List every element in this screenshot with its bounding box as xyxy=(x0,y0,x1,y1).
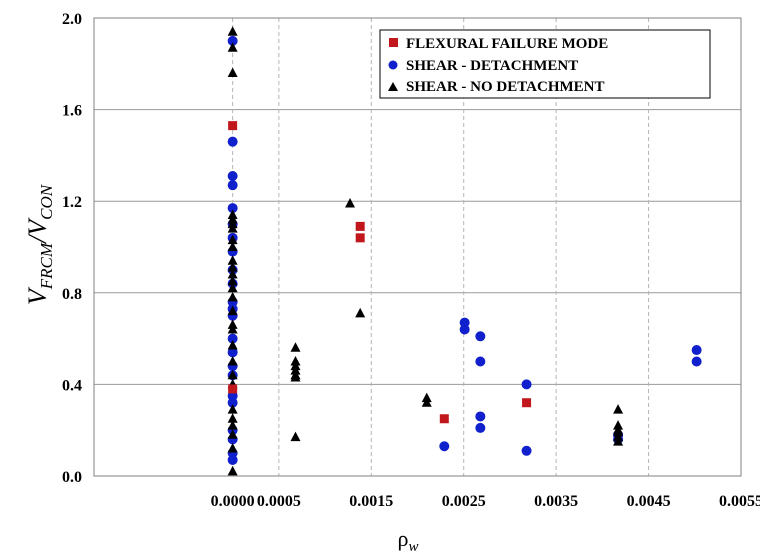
x-tick-label: 0.0045 xyxy=(627,493,671,510)
data-point-shear-no-detachment xyxy=(355,307,366,318)
x-tick-label: 0.0055 xyxy=(719,493,760,510)
data-point-shear-detachment xyxy=(227,136,238,147)
legend-marker-triangle xyxy=(388,82,398,91)
data-point-shear-no-detachment xyxy=(227,234,238,245)
x-tick-label: 0.0025 xyxy=(442,493,486,510)
data-point-shear-detachment xyxy=(475,411,486,422)
data-point-shear-no-detachment xyxy=(345,197,356,208)
data-point-shear-no-detachment xyxy=(290,372,301,382)
legend-marker-square xyxy=(389,38,398,47)
data-point-shear-no-detachment xyxy=(227,223,238,233)
x-tick-label: 0.0015 xyxy=(349,493,393,510)
data-point-shear-no-detachment xyxy=(227,356,238,366)
data-point-shear-no-detachment xyxy=(227,323,238,334)
data-point-shear-no-detachment xyxy=(227,268,238,279)
legend-label-shear-detachment: SHEAR - DETACHMENT xyxy=(406,58,578,74)
data-point-shear-detachment xyxy=(459,317,470,328)
data-point-shear-no-detachment xyxy=(227,67,238,77)
data-point-shear-detachment xyxy=(691,356,702,367)
data-point-shear-detachment xyxy=(227,347,238,358)
data-point-shear-no-detachment xyxy=(227,241,238,251)
legend: FLEXURAL FAILURE MODE SHEAR - DETACHMENT… xyxy=(379,29,711,99)
plot-frame xyxy=(93,17,742,477)
data-point-shear-detachment xyxy=(227,171,238,182)
data-point-shear-detachment xyxy=(691,345,702,356)
x-axis-title-rho: ρ xyxy=(398,526,409,551)
data-point-shear-detachment xyxy=(475,356,486,367)
data-point-shear-no-detachment xyxy=(227,465,238,476)
data-point-shear-no-detachment xyxy=(290,342,301,352)
data-point-shear-detachment xyxy=(227,333,238,344)
y-axis-title-sub1: FRCM xyxy=(37,242,56,290)
y-axis-title-v1: V xyxy=(23,286,52,305)
x-tick-label: 0.0005 xyxy=(257,493,301,510)
data-point-shear-detachment xyxy=(521,445,532,456)
y-tick-label: 1.2 xyxy=(62,194,82,211)
data-point-shear-no-detachment xyxy=(227,262,238,272)
data-points xyxy=(227,26,702,476)
data-point-shear-detachment xyxy=(475,422,486,433)
data-point-flexural xyxy=(522,398,532,408)
data-point-shear-detachment xyxy=(475,331,486,342)
y-tick-label: 1.6 xyxy=(62,103,82,120)
data-point-shear-detachment xyxy=(521,379,532,390)
data-point-shear-no-detachment xyxy=(421,397,432,407)
y-tick-label: 2.0 xyxy=(62,11,82,28)
data-point-shear-no-detachment xyxy=(227,275,238,286)
data-point-shear-detachment xyxy=(439,441,450,452)
data-point-shear-detachment xyxy=(227,35,238,46)
legend-label-shear-no-detachment: SHEAR - NO DETACHMENT xyxy=(406,79,605,95)
data-point-shear-no-detachment xyxy=(227,420,238,430)
legend-label-flexural: FLEXURAL FAILURE MODE xyxy=(406,36,608,52)
y-axis-title-sub2: CON xyxy=(37,183,56,220)
data-point-shear-detachment xyxy=(227,397,238,408)
x-axis-title: ρw xyxy=(398,526,419,554)
data-point-shear-detachment xyxy=(227,203,238,214)
data-point-shear-no-detachment xyxy=(227,339,238,350)
data-point-flexural xyxy=(228,384,238,394)
data-point-shear-detachment xyxy=(227,454,238,465)
x-axis-title-sub: w xyxy=(408,539,418,554)
data-point-shear-no-detachment xyxy=(613,404,624,414)
data-point-shear-no-detachment xyxy=(227,429,238,439)
y-tick-label: 0.0 xyxy=(62,469,82,486)
legend-marker-circle xyxy=(388,60,398,70)
data-point-shear-no-detachment xyxy=(227,305,238,316)
legend-box xyxy=(379,29,711,99)
x-tick-label: 0.0035 xyxy=(534,493,578,510)
y-tick-label: 0.8 xyxy=(62,286,82,303)
data-point-shear-detachment xyxy=(227,180,238,191)
data-point-shear-no-detachment xyxy=(227,369,238,380)
y-tick-label: 0.4 xyxy=(62,377,82,394)
data-point-shear-no-detachment xyxy=(227,42,238,52)
data-point-shear-no-detachment xyxy=(227,255,238,265)
data-point-shear-no-detachment xyxy=(227,404,238,414)
data-point-shear-no-detachment xyxy=(613,436,624,446)
y-axis-title-v2: /V xyxy=(23,217,52,245)
y-axis-title: VFRCM/VCON xyxy=(23,183,56,305)
data-point-shear-no-detachment xyxy=(227,413,238,423)
tick-labels: 0.0 0.4 0.8 1.2 1.6 2.0 0.0000 0.0005 0.0015 0.00… xyxy=(62,11,760,510)
data-point-shear-detachment xyxy=(459,324,470,335)
data-point-flexural xyxy=(355,221,365,231)
data-point-shear-no-detachment xyxy=(290,431,301,442)
data-point-shear-no-detachment xyxy=(227,291,238,302)
data-point-shear-no-detachment xyxy=(227,26,238,36)
data-point-flexural xyxy=(355,233,365,243)
x-tick-label: 0.0000 xyxy=(211,493,255,510)
data-point-flexural xyxy=(228,121,238,131)
data-point-flexural xyxy=(439,414,449,424)
data-point-shear-no-detachment xyxy=(227,443,238,453)
data-point-shear-no-detachment xyxy=(227,282,238,293)
